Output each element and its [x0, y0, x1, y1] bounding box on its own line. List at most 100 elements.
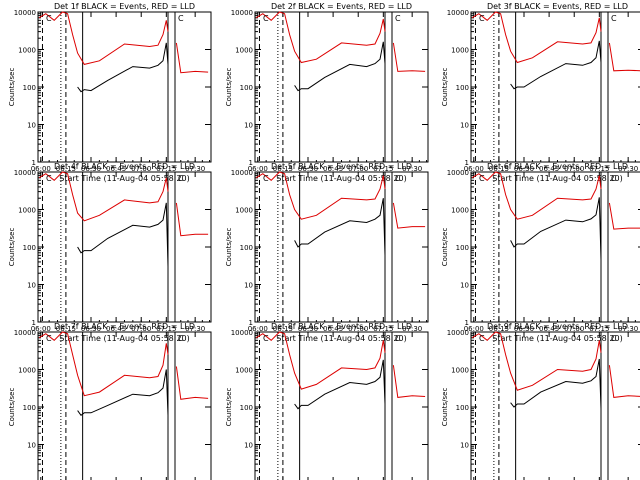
- events-series-line: [77, 202, 169, 267]
- y-tick-label: 1: [32, 159, 36, 167]
- y-tick-label: 1: [32, 319, 36, 327]
- panel-title: Det 2f BLACK = Events, RED = LLD: [271, 2, 412, 11]
- c-annotation: C: [479, 14, 485, 23]
- y-tick-label: 100: [456, 404, 469, 412]
- y-axis-label: Counts/sec: [441, 388, 449, 427]
- c-annotation: C: [611, 174, 617, 183]
- y-axis-label: Counts/sec: [225, 68, 233, 107]
- x-tick-label: 06:30: [514, 165, 534, 173]
- y-tick-label: 1: [249, 159, 253, 167]
- c-annotation: C: [395, 14, 401, 23]
- y-tick-label: 100: [23, 244, 36, 252]
- y-tick-label: 10: [460, 282, 469, 290]
- c-annotation: C: [263, 14, 269, 23]
- c-annotation: C: [46, 334, 52, 343]
- x-tick-label: 06:15: [489, 165, 509, 173]
- x-axis-label: Start Time (11-Aug-04 05:58:20): [59, 174, 190, 183]
- y-tick-label: 100: [23, 84, 36, 92]
- events-series-line: [510, 40, 602, 90]
- y-tick-label: 10: [460, 122, 469, 130]
- c-annotation: C: [46, 14, 52, 23]
- x-tick-label: 07:00: [131, 165, 151, 173]
- x-tick-label: 07:00: [564, 165, 584, 173]
- y-tick-label: 1000: [235, 47, 253, 55]
- c-annotation: C: [395, 334, 401, 343]
- x-tick-label: 06:15: [56, 165, 76, 173]
- events-series-line: [510, 197, 602, 261]
- y-tick-label: 100: [456, 244, 469, 252]
- x-tick-label: 07:00: [131, 325, 151, 333]
- lld-series-line: [175, 42, 209, 74]
- x-tick-label: 06:45: [539, 165, 559, 173]
- lld-series-line: [471, 331, 602, 391]
- events-series-line: [294, 41, 386, 92]
- x-tick-label: 07:15: [589, 165, 609, 173]
- y-tick-label: 10000: [231, 329, 253, 337]
- lld-series-line: [255, 11, 386, 64]
- y-tick-label: 1000: [451, 207, 469, 215]
- plot-frame: [470, 171, 640, 323]
- lld-series-line: [255, 171, 386, 220]
- lld-series-line: [608, 202, 640, 230]
- y-tick-label: 10: [27, 442, 36, 450]
- lld-series-line: [471, 11, 602, 64]
- x-tick-label: 06:15: [273, 165, 293, 173]
- x-tick-label: 06:00: [31, 325, 51, 333]
- c-annotation: C: [263, 174, 269, 183]
- c-annotation: C: [178, 14, 184, 23]
- events-series-line: [510, 358, 602, 409]
- x-axis-label: Start Time (11-Aug-04 05:58:20): [276, 334, 407, 343]
- x-tick-label: 07:30: [618, 325, 638, 333]
- y-tick-label: 100: [456, 84, 469, 92]
- plot-frame: [37, 171, 212, 323]
- c-annotation: C: [46, 174, 52, 183]
- y-tick-label: 100: [240, 244, 253, 252]
- x-tick-label: 06:45: [106, 165, 126, 173]
- panel-title: Det 9f BLACK = Events, RED = LLD: [487, 322, 628, 331]
- x-tick-label: 07:15: [156, 165, 176, 173]
- x-tick-label: 06:30: [514, 325, 534, 333]
- plot-frame: [254, 171, 429, 323]
- x-tick-label: 06:45: [323, 165, 343, 173]
- c-annotation: C: [611, 14, 617, 23]
- x-axis-label: Start Time (11-Aug-04 05:58:20): [492, 174, 623, 183]
- y-tick-label: 1000: [18, 207, 36, 215]
- panel-title: Det 3f BLACK = Events, RED = LLD: [487, 2, 628, 11]
- lld-series-line: [175, 202, 209, 237]
- y-tick-label: 100: [240, 404, 253, 412]
- x-tick-label: 06:00: [248, 165, 268, 173]
- x-tick-label: 07:30: [402, 165, 422, 173]
- x-tick-label: 07:15: [373, 325, 393, 333]
- y-tick-label: 10: [460, 442, 469, 450]
- x-axis-label: Start Time (11-Aug-04 05:58:20): [492, 334, 623, 343]
- x-tick-label: 06:45: [106, 325, 126, 333]
- y-axis-label: Counts/sec: [8, 228, 16, 267]
- y-axis-label: Counts/sec: [441, 228, 449, 267]
- x-tick-label: 06:00: [464, 325, 484, 333]
- c-annotation: C: [479, 334, 485, 343]
- x-tick-label: 07:30: [185, 325, 205, 333]
- y-tick-label: 10000: [447, 9, 469, 17]
- plot-frame: [254, 331, 429, 480]
- y-axis-label: Counts/sec: [225, 388, 233, 427]
- x-tick-label: 06:45: [323, 325, 343, 333]
- x-axis-label: Start Time (11-Aug-04 05:58:20): [59, 334, 190, 343]
- lld-series-line: [471, 171, 602, 220]
- panel-title: Det 1f BLACK = Events, RED = LLD: [54, 2, 195, 11]
- y-axis-label: Counts/sec: [8, 68, 16, 107]
- y-tick-label: 10000: [231, 169, 253, 177]
- x-tick-label: 06:15: [489, 325, 509, 333]
- x-tick-label: 07:15: [373, 165, 393, 173]
- x-tick-label: 07:30: [402, 325, 422, 333]
- events-series-line: [77, 42, 169, 93]
- plot-frame: [37, 11, 212, 163]
- y-tick-label: 10000: [14, 329, 36, 337]
- x-tick-label: 06:30: [81, 325, 101, 333]
